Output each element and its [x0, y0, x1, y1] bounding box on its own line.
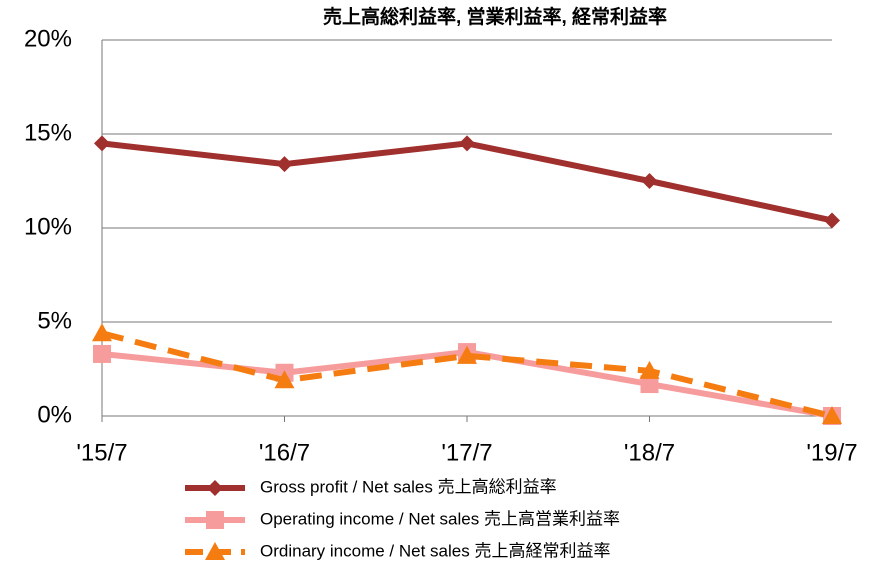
legend-label: Ordinary income / Net sales 売上高経常利益率: [260, 541, 610, 560]
legend-marker: [206, 511, 224, 529]
legend-label: Operating income / Net sales 売上高営業利益率: [260, 509, 620, 528]
y-tick-label: 15%: [24, 119, 72, 146]
y-tick-label: 5%: [37, 307, 72, 334]
legend-marker: [205, 542, 225, 560]
series-marker: [822, 406, 842, 424]
series-marker: [640, 375, 659, 394]
x-tick-label: '19/7: [806, 439, 857, 466]
series-marker: [276, 156, 293, 173]
series-marker: [94, 135, 110, 152]
series-marker: [459, 135, 475, 152]
series-marker: [457, 345, 477, 364]
x-tick-label: '18/7: [624, 439, 675, 466]
legend-label: Gross profit / Net sales 売上高総利益率: [260, 477, 557, 496]
x-tick-label: '16/7: [259, 439, 310, 466]
series-marker: [639, 360, 660, 379]
x-tick-label: '17/7: [441, 439, 492, 466]
series-marker: [274, 370, 295, 389]
x-tick-label: '15/7: [76, 439, 127, 466]
series-marker: [93, 344, 111, 363]
chart-title: 売上高総利益率, 営業利益率, 経常利益率: [323, 5, 667, 28]
series-marker: [824, 212, 840, 229]
y-tick-label: 20%: [24, 25, 72, 52]
series-line: [101, 140, 833, 224]
y-tick-label: 10%: [24, 213, 72, 240]
series-marker: [641, 173, 658, 189]
series-line: [101, 330, 833, 419]
y-tick-label: 0%: [37, 401, 72, 428]
series-marker: [92, 323, 112, 342]
legend-marker: [207, 480, 223, 496]
